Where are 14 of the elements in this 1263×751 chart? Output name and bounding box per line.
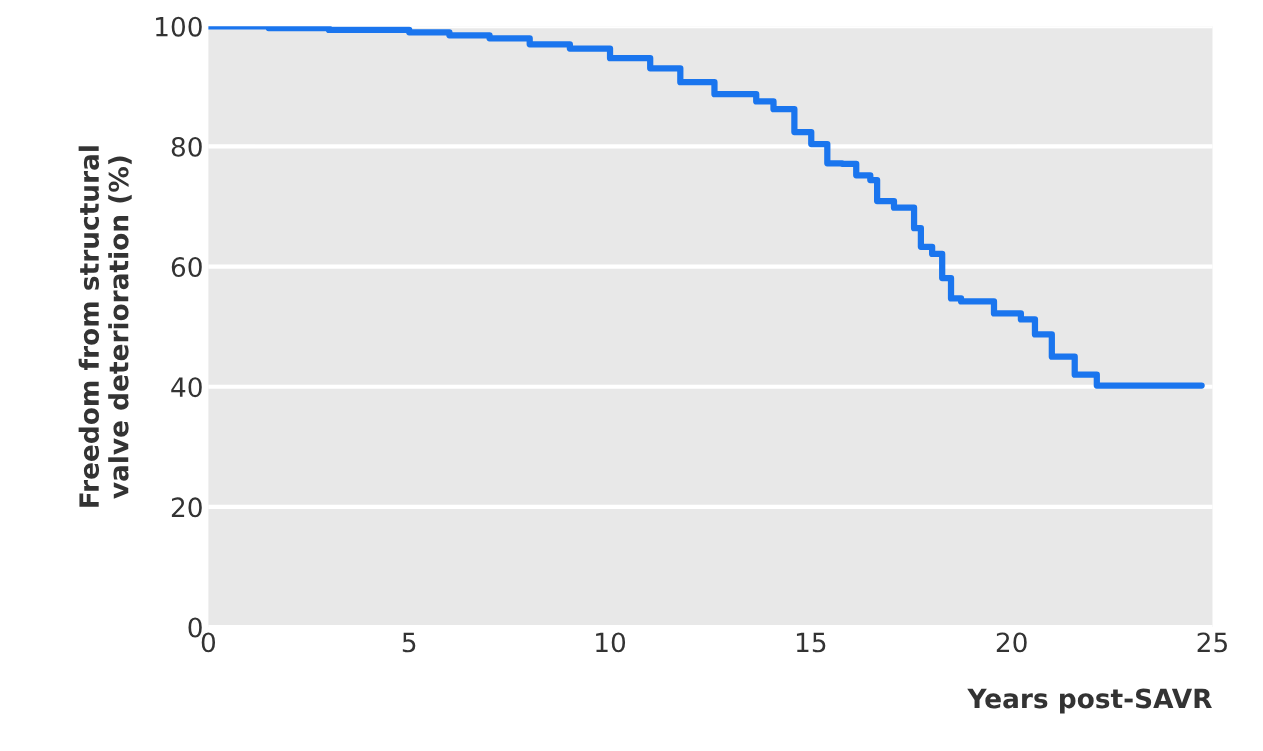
- y-tick-label: 0: [188, 617, 202, 638]
- x-tick-label: 10: [596, 632, 626, 653]
- y-axis-title: Freedom from structural valve deterioration (%): [78, 146, 132, 507]
- y-tick-label: 60: [171, 257, 202, 278]
- y-tick-label: 40: [171, 377, 202, 398]
- y-tick-label: 80: [171, 136, 202, 157]
- x-axis-title: Years post-SAVR: [967, 688, 1212, 714]
- x-tick-label: 0: [201, 632, 216, 653]
- x-tick-label: 5: [402, 632, 416, 653]
- x-tick-label: 20: [996, 632, 1027, 653]
- y-tick-label: 100: [156, 16, 202, 37]
- x-tick-label: 25: [1197, 632, 1227, 653]
- y-tick-label: 20: [171, 497, 202, 518]
- x-tick-label: 15: [796, 632, 826, 653]
